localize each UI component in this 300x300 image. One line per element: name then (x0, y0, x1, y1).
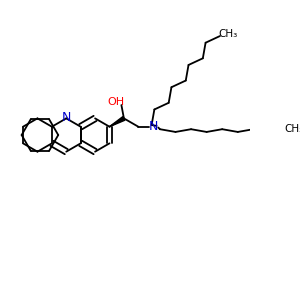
Text: CH₃: CH₃ (219, 28, 238, 39)
Text: OH: OH (107, 97, 124, 107)
Text: CH₃: CH₃ (285, 124, 300, 134)
Polygon shape (110, 117, 125, 127)
Text: N: N (148, 120, 158, 133)
Text: N: N (61, 111, 71, 124)
